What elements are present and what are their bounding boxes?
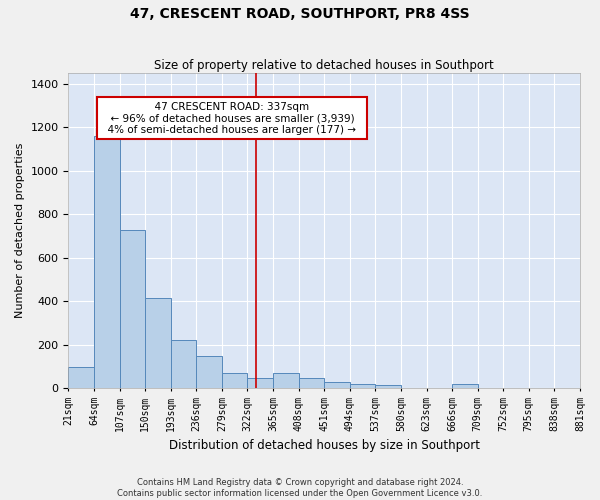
Bar [171,340,196,388]
Y-axis label: Number of detached properties: Number of detached properties [15,143,25,318]
Title: Size of property relative to detached houses in Southport: Size of property relative to detached ho… [154,59,494,72]
Bar [350,384,376,388]
Bar [452,384,478,388]
Bar [299,378,324,388]
Bar [376,385,401,388]
Text: 47 CRESCENT ROAD: 337sqm  
  ← 96% of detached houses are smaller (3,939)  
  4%: 47 CRESCENT ROAD: 337sqm ← 96% of detach… [101,102,363,134]
Bar [247,378,273,388]
Text: 47, CRESCENT ROAD, SOUTHPORT, PR8 4SS: 47, CRESCENT ROAD, SOUTHPORT, PR8 4SS [130,8,470,22]
Bar [94,136,119,388]
Bar [119,230,145,388]
Bar [273,373,299,388]
Bar [145,298,171,388]
Text: Contains HM Land Registry data © Crown copyright and database right 2024.
Contai: Contains HM Land Registry data © Crown c… [118,478,482,498]
X-axis label: Distribution of detached houses by size in Southport: Distribution of detached houses by size … [169,440,480,452]
Bar [324,382,350,388]
Bar [222,373,247,388]
Bar [68,366,94,388]
Bar [196,356,222,388]
